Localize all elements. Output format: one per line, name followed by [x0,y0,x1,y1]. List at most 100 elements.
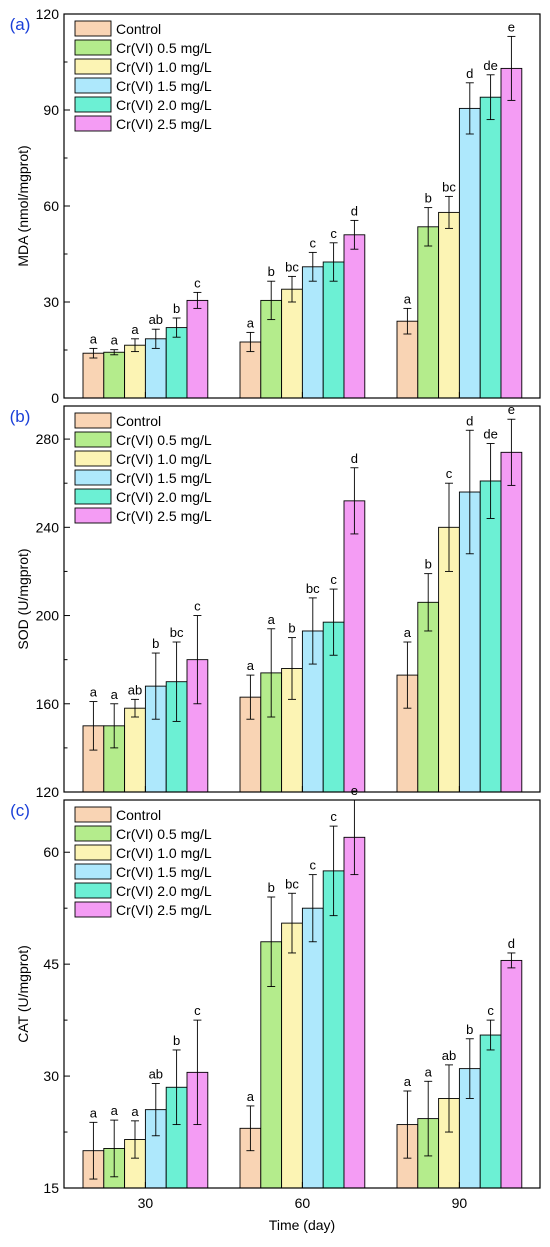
significance-letter: ab [149,1067,163,1082]
y-tick-label: 60 [43,198,59,214]
legend-swatch [75,432,111,447]
significance-letter: b [173,301,180,316]
significance-letter: d [351,203,358,218]
significance-letter: d [466,66,473,81]
significance-letter: c [194,1003,201,1018]
significance-letter: c [330,572,337,587]
legend-swatch [75,413,111,428]
significance-letter: e [508,402,515,417]
y-tick-label: 90 [43,102,59,118]
bar [282,289,303,398]
legend-swatch [75,21,111,36]
significance-letter: b [152,636,159,651]
x-tick-label: 90 [452,1195,468,1211]
significance-letter: c [194,275,201,290]
y-axis-label: SOD (U/mgprot) [15,548,31,649]
legend-label: Cr(VI) 2.0 mg/L [116,97,212,113]
legend-swatch [75,40,111,55]
significance-letter: e [351,783,358,798]
significance-letter: c [330,809,337,824]
significance-letter: a [247,315,255,330]
y-axis-label: CAT (U/mgprot) [15,945,31,1043]
legend-label: Control [116,413,161,429]
significance-letter: b [466,1022,473,1037]
y-tick-label: 120 [36,6,60,22]
significance-letter: a [90,331,98,346]
significance-letter: bc [442,179,456,194]
y-tick-label: 160 [36,696,60,712]
legend-swatch [75,864,111,879]
x-tick-label: 60 [295,1195,311,1211]
legend-label: Cr(VI) 1.0 mg/L [116,845,212,861]
y-tick-label: 30 [43,294,59,310]
significance-letter: ab [149,312,163,327]
significance-letter: c [446,466,453,481]
legend-label: Cr(VI) 1.5 mg/L [116,864,212,880]
significance-letter: b [425,557,432,572]
significance-letter: a [131,1104,139,1119]
significance-letter: a [425,1064,433,1079]
panel-label: (a) [10,15,31,34]
significance-letter: d [351,451,358,466]
y-tick-label: 120 [36,784,60,800]
legend-swatch [75,78,111,93]
significance-letter: a [111,333,119,348]
bar [104,352,125,398]
significance-letter: b [173,1033,180,1048]
significance-letter: a [247,1089,255,1104]
legend-label: Control [116,807,161,823]
y-tick-label: 240 [36,519,60,535]
legend-label: Cr(VI) 1.5 mg/L [116,78,212,94]
significance-letter: c [330,226,337,241]
legend-swatch [75,59,111,74]
legend-label: Control [116,21,161,37]
bar [344,501,365,792]
y-axis-label: MDA (nmol/mgprot) [15,145,31,266]
y-tick-label: 200 [36,608,60,624]
significance-letter: b [268,264,275,279]
bar [323,871,344,1188]
bar [302,267,323,398]
x-tick-label: 30 [138,1195,154,1211]
panel-label: (c) [10,801,30,820]
significance-letter: a [111,687,119,702]
significance-letter: d [466,413,473,428]
significance-letter: e [508,19,515,34]
legend-swatch [75,902,111,917]
legend-label: Cr(VI) 0.5 mg/L [116,432,212,448]
y-tick-label: 0 [51,390,59,406]
legend-swatch [75,470,111,485]
panel-label: (b) [10,407,31,426]
legend-label: Cr(VI) 1.5 mg/L [116,470,212,486]
significance-letter: bc [285,259,299,274]
bar [344,235,365,398]
significance-letter: a [404,625,412,640]
legend-swatch [75,116,111,131]
y-tick-label: 45 [43,956,59,972]
significance-letter: d [508,936,515,951]
legend-swatch [75,807,111,822]
legend-swatch [75,508,111,523]
significance-letter: c [194,599,201,614]
legend-swatch [75,883,111,898]
legend-swatch [75,97,111,112]
legend-label: Cr(VI) 2.5 mg/L [116,116,212,132]
bar [501,960,522,1188]
significance-letter: bc [285,876,299,891]
significance-letter: b [288,621,295,636]
legend-swatch [75,489,111,504]
significance-letter: a [90,1105,98,1120]
significance-letter: b [268,880,275,895]
significance-letter: a [90,685,98,700]
significance-letter: ab [128,682,142,697]
bar [501,452,522,792]
significance-letter: c [310,858,317,873]
significance-letter: a [111,1103,119,1118]
significance-letter: a [268,612,276,627]
significance-letter: a [404,291,412,306]
y-tick-label: 30 [43,1068,59,1084]
legend-label: Cr(VI) 2.5 mg/L [116,902,212,918]
bar [282,923,303,1188]
legend-label: Cr(VI) 2.0 mg/L [116,489,212,505]
significance-letter: a [131,322,139,337]
